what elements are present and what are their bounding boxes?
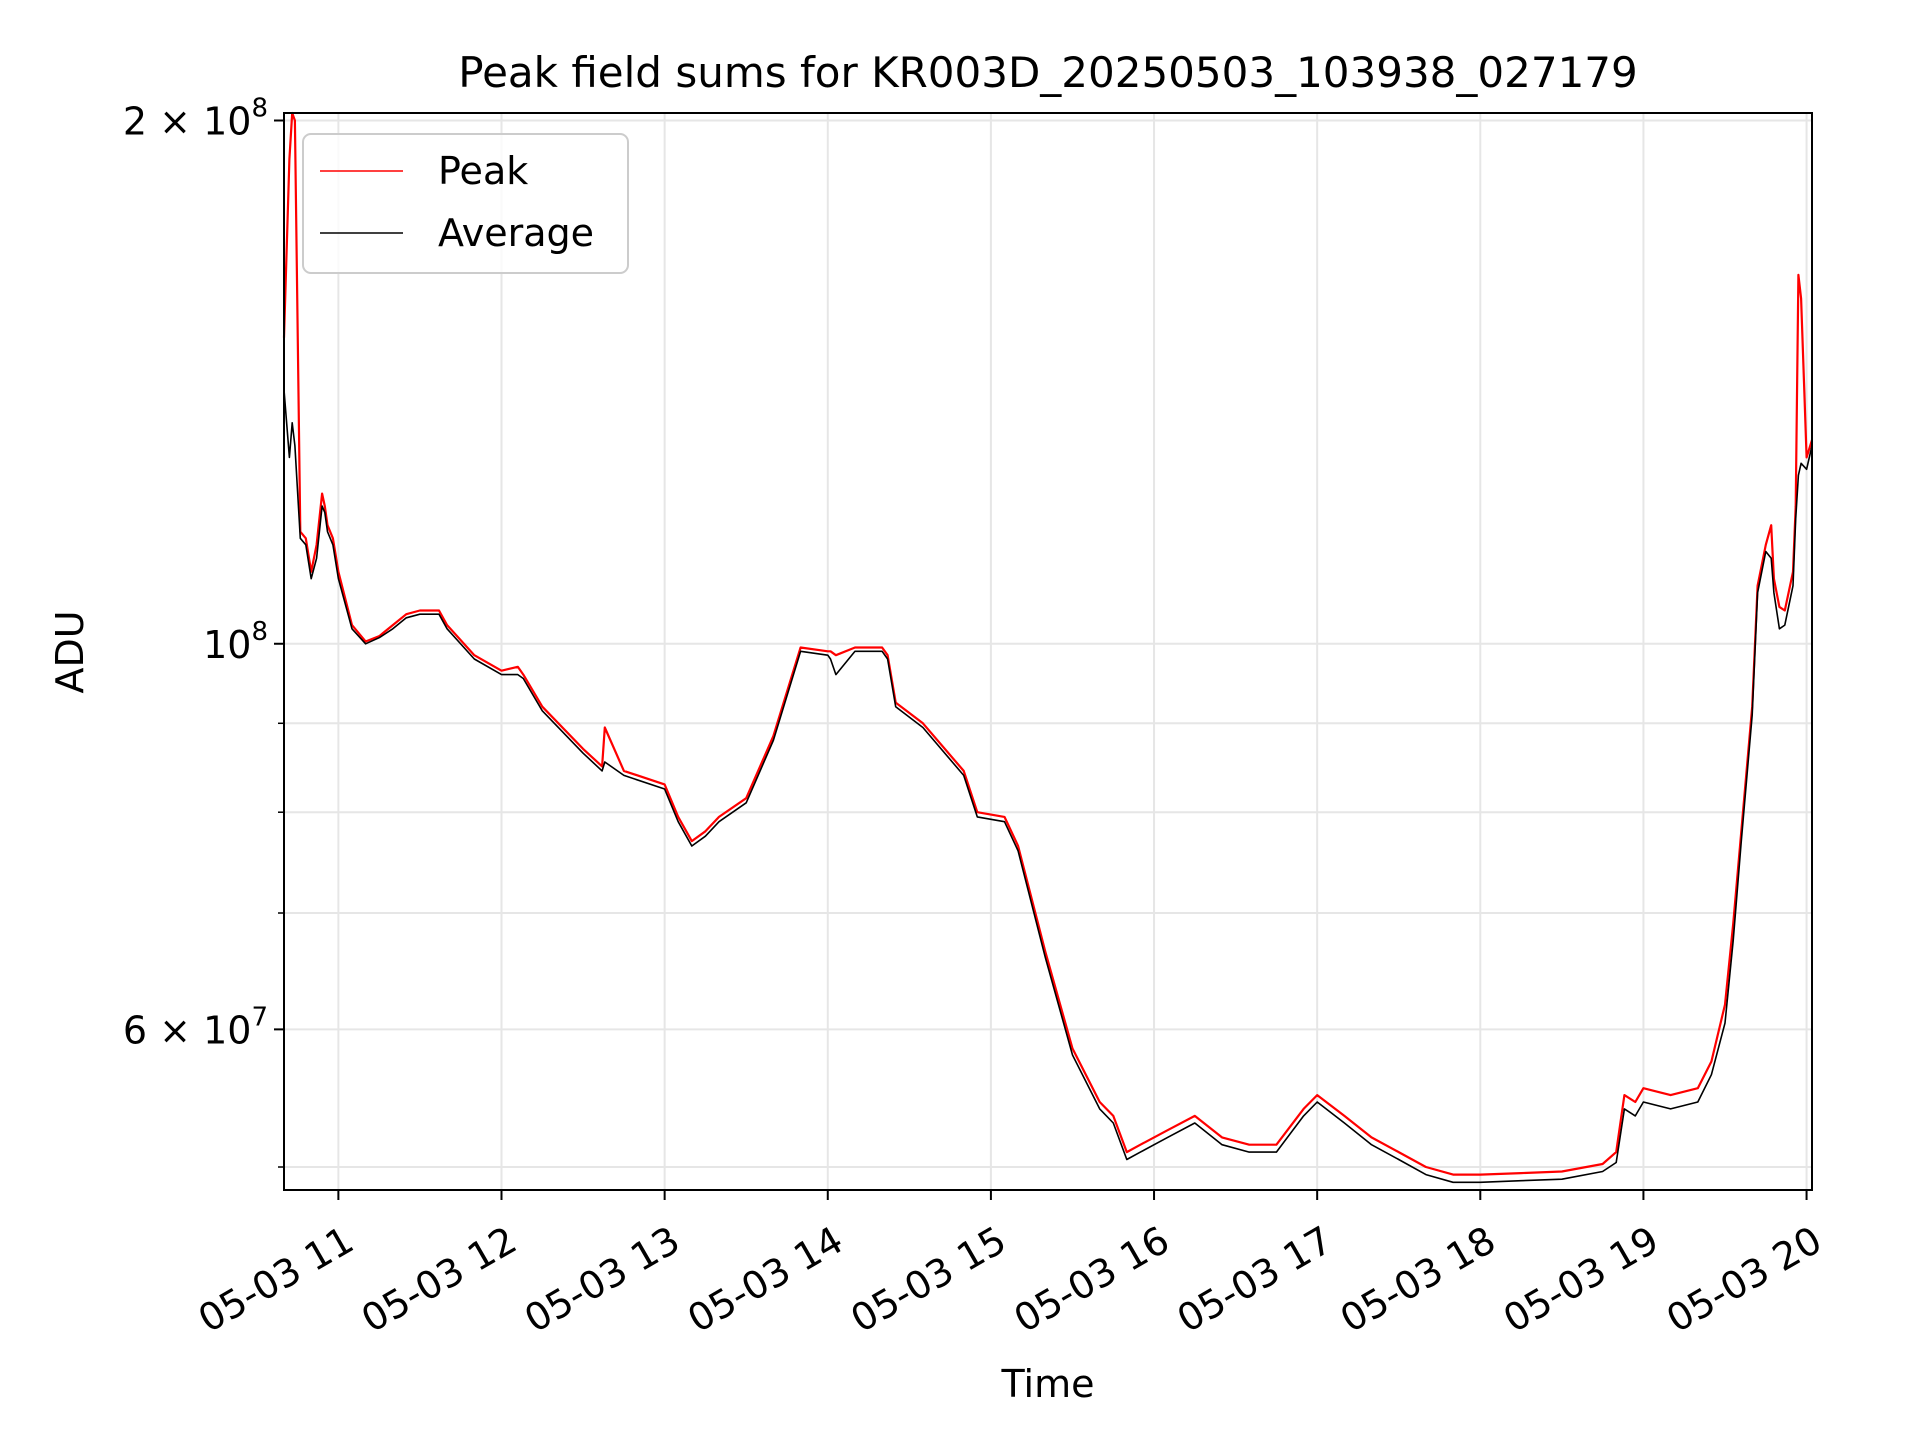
legend-box xyxy=(302,133,629,274)
series-lines xyxy=(282,111,1814,1184)
legend-average-label: Average xyxy=(438,211,594,255)
y-tick-label: 108 xyxy=(203,617,268,667)
chart-title: Peak field sums for KR003D_20250503_1039… xyxy=(458,48,1637,97)
plot-area-frame xyxy=(283,112,1813,1191)
y-tick-label: 2 × 108 xyxy=(123,94,268,144)
y-axis-label: ADU xyxy=(48,610,92,693)
x-axis-label: Time xyxy=(1001,1362,1095,1406)
legend-peak-label: Peak xyxy=(438,149,528,193)
average-series-line xyxy=(283,389,1813,1184)
legend: Peak Average xyxy=(302,133,629,274)
y-tick-label: 6 × 107 xyxy=(123,1002,268,1052)
y-axis-ticks: 2 × 108 108 6 × 107 xyxy=(123,94,284,1168)
peak-series-line xyxy=(282,111,1814,1176)
